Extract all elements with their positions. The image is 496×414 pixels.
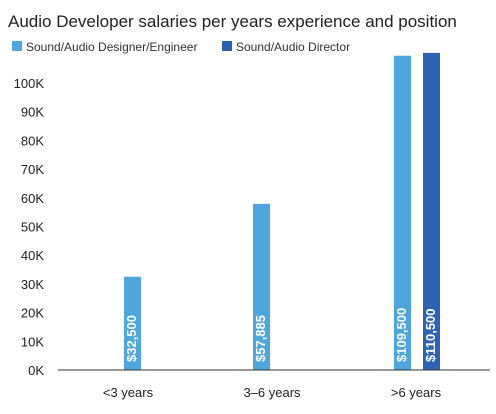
x-category-label: <3 years [103, 385, 154, 400]
bar-designer-1 [253, 203, 270, 370]
bar-designer-0 [124, 276, 141, 370]
bar-designer-2 [394, 55, 411, 371]
y-tick-label: 100K [14, 76, 45, 91]
bar-director-2 [423, 52, 440, 371]
legend-swatch-director [222, 41, 232, 51]
y-tick-label: 40K [21, 248, 44, 263]
y-tick-label: 50K [21, 220, 44, 235]
legend-label-designer: Sound/Audio Designer/Engineer [26, 40, 197, 54]
y-tick-label: 20K [21, 306, 44, 321]
y-tick-label: 80K [21, 133, 44, 148]
y-tick-label: 70K [21, 162, 44, 177]
y-tick-label: 10K [21, 334, 44, 349]
data-label-designer-0: $32,500 [124, 315, 139, 362]
legend-label-director: Sound/Audio Director [236, 40, 350, 54]
bars: $32,500 $57,885 $109,500 $110,500 [124, 52, 440, 371]
x-axis: <3 years 3–6 years >6 years [58, 369, 490, 400]
x-category-label: >6 years [391, 385, 442, 400]
y-tick-label: 60K [21, 191, 44, 206]
data-label-designer-2: $109,500 [394, 308, 409, 362]
legend-swatch-designer [12, 41, 22, 51]
legend: Sound/Audio Designer/Engineer Sound/Audi… [12, 40, 350, 54]
y-axis: 0K 10K 20K 30K 40K 50K 60K 70K 80K 90K 100K [14, 76, 45, 378]
chart-title: Audio Developer salaries per years exper… [8, 12, 457, 31]
y-tick-label: 30K [21, 277, 44, 292]
data-label-designer-1: $57,885 [253, 315, 268, 362]
x-category-label: 3–6 years [243, 385, 301, 400]
data-label-director-2: $110,500 [423, 308, 438, 362]
y-tick-label: 90K [21, 105, 44, 120]
y-tick-label: 0K [28, 363, 44, 378]
